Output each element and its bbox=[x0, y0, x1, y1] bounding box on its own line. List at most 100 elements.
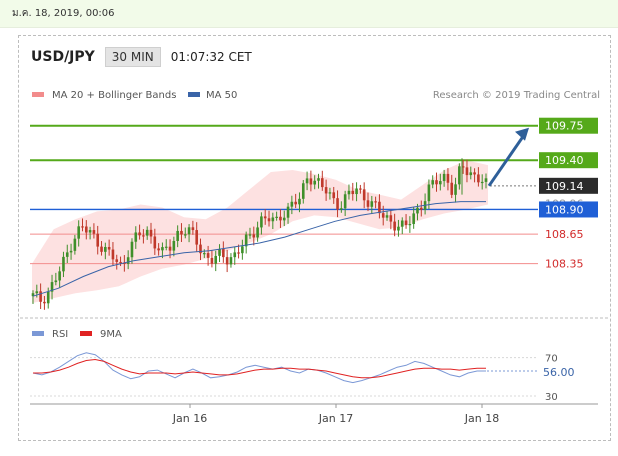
rsi-ma-legend: 9MA bbox=[100, 329, 122, 340]
candle-body bbox=[210, 257, 214, 264]
candle-body bbox=[408, 224, 412, 226]
candle-body bbox=[233, 252, 237, 258]
candle-body bbox=[286, 206, 290, 218]
rsi-ma-line bbox=[33, 358, 486, 379]
candle-body bbox=[50, 282, 54, 292]
timeframe-button[interactable]: 30 MIN bbox=[104, 47, 161, 67]
candle-body bbox=[222, 249, 225, 258]
candle-body bbox=[130, 241, 134, 258]
x-axis: Jan 16 Jan 17 Jan 18 bbox=[30, 403, 598, 425]
candle-body bbox=[328, 192, 332, 194]
level-text-109.14: 109.14 bbox=[545, 180, 584, 193]
candle-body bbox=[260, 216, 263, 228]
candle-body bbox=[81, 226, 84, 228]
candle-body bbox=[355, 188, 358, 195]
level-tag-108.65 bbox=[539, 226, 598, 243]
candle-body bbox=[458, 166, 461, 185]
timestamp: ม.ค. 18, 2019, 00:06 bbox=[12, 8, 115, 19]
candle-body bbox=[244, 234, 248, 247]
ma20-swatch bbox=[32, 92, 44, 97]
candle-body bbox=[313, 180, 316, 185]
candle-body bbox=[332, 192, 336, 199]
level-tag-108.35 bbox=[539, 255, 598, 272]
candle-body bbox=[153, 236, 157, 249]
candle-body bbox=[393, 221, 396, 231]
level-tag-108.90 bbox=[539, 201, 598, 218]
candle-body bbox=[123, 262, 126, 265]
candle-body bbox=[317, 178, 320, 181]
candle-body bbox=[477, 174, 480, 183]
candle-body bbox=[431, 180, 435, 185]
x-tick-label: Jan 16 bbox=[172, 412, 207, 425]
candle-body bbox=[84, 226, 88, 233]
candle-body bbox=[435, 180, 438, 185]
candle-body bbox=[484, 178, 488, 182]
candle-body bbox=[298, 198, 301, 205]
level-tag-109.75 bbox=[539, 117, 598, 134]
legend: MA 20 + Bollinger Bands MA 50 Research © 2… bbox=[32, 90, 600, 101]
bollinger-area bbox=[32, 160, 488, 304]
clock-label: 01:07:32 CET bbox=[170, 50, 252, 64]
candle-body bbox=[321, 178, 324, 188]
candle-body bbox=[39, 291, 42, 302]
candle-body bbox=[237, 252, 240, 254]
candle-body bbox=[203, 253, 206, 255]
candle-body bbox=[378, 201, 381, 214]
rsi-line bbox=[32, 352, 486, 384]
arrow-head bbox=[515, 127, 529, 141]
candle-body bbox=[107, 246, 111, 250]
rsi-swatch bbox=[32, 331, 44, 336]
candle-body bbox=[92, 230, 96, 234]
candle-body bbox=[248, 234, 252, 236]
candle-body bbox=[309, 178, 313, 185]
x-tick-label: Jan 18 bbox=[464, 412, 499, 425]
candle-body bbox=[229, 257, 233, 265]
ma50-legend: MA 50 bbox=[206, 90, 237, 101]
candle-body bbox=[389, 215, 393, 222]
candle-body bbox=[77, 226, 80, 239]
x-tick-label: Jan 17 bbox=[318, 412, 353, 425]
candle-body bbox=[381, 213, 385, 218]
candle-body bbox=[100, 246, 103, 252]
candle-body bbox=[279, 216, 282, 221]
level-text-109.75: 109.75 bbox=[545, 120, 584, 133]
ma20-legend: MA 20 + Bollinger Bands bbox=[52, 90, 176, 101]
candle-body bbox=[461, 166, 465, 168]
candle-body bbox=[324, 187, 328, 194]
level-lines bbox=[30, 124, 538, 265]
candle-body bbox=[469, 172, 473, 176]
candle-body bbox=[366, 200, 370, 207]
candle-body bbox=[465, 167, 469, 176]
candle-body bbox=[442, 173, 446, 182]
candle-body bbox=[31, 293, 35, 297]
candle-body bbox=[214, 255, 218, 264]
rsi-tick-30: 30 bbox=[545, 392, 558, 403]
timestamp-bar: ม.ค. 18, 2019, 00:06 bbox=[0, 0, 618, 28]
candle-body bbox=[180, 230, 183, 235]
candle-body bbox=[157, 248, 160, 251]
candle-body bbox=[416, 207, 419, 214]
level-text-108.35: 108.35 bbox=[545, 258, 584, 271]
credit-text: Research © 2019 Trading Central bbox=[433, 90, 600, 101]
candle-body bbox=[195, 230, 198, 245]
candle-body bbox=[225, 257, 229, 265]
candle-body bbox=[35, 291, 39, 294]
rsi-ma-swatch bbox=[80, 331, 92, 336]
candle-body bbox=[336, 198, 339, 210]
ma50-line bbox=[32, 201, 486, 297]
candle-body bbox=[362, 189, 366, 201]
candle-body bbox=[134, 232, 138, 242]
candle-body bbox=[161, 247, 164, 251]
candle-body bbox=[400, 220, 404, 227]
candle-body bbox=[191, 227, 195, 231]
candle-body bbox=[385, 215, 389, 218]
rsi-tick-70: 70 bbox=[545, 354, 558, 365]
candle-body bbox=[282, 217, 286, 221]
candle-body bbox=[404, 220, 408, 226]
level-tag-109.14 bbox=[539, 177, 598, 194]
candle-body bbox=[168, 246, 172, 251]
candle-body bbox=[138, 232, 141, 236]
candle-body bbox=[450, 182, 454, 195]
forecast-arrow bbox=[487, 127, 529, 187]
